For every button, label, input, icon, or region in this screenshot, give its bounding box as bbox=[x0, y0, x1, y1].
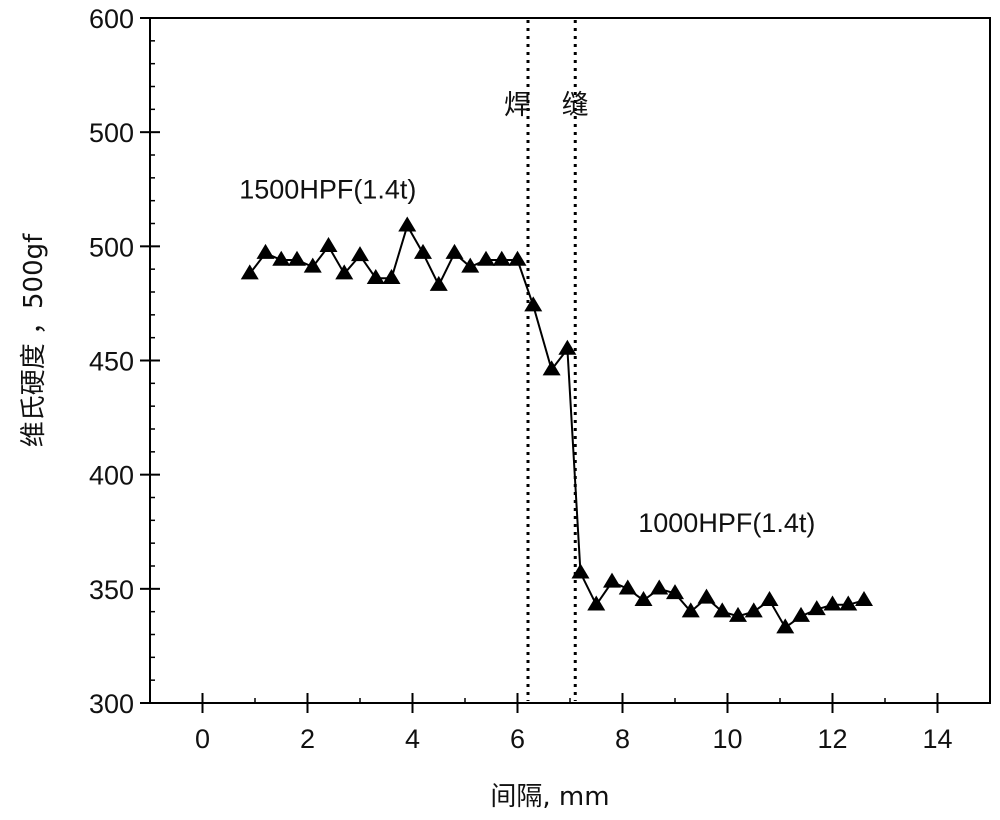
y-tick-label: 300 bbox=[89, 689, 134, 719]
x-tick-label: 2 bbox=[300, 724, 315, 754]
data-point-triangle bbox=[587, 596, 605, 611]
data-point-triangle bbox=[776, 618, 794, 633]
data-point-triangle bbox=[824, 596, 842, 611]
x-tick-label: 10 bbox=[712, 724, 742, 754]
data-point-triangle bbox=[477, 251, 495, 266]
y-axis-title: 维氏硬度 ，500gf bbox=[19, 233, 49, 447]
data-point-triangle bbox=[430, 276, 448, 291]
data-point-triangle bbox=[351, 246, 369, 261]
data-point-triangle bbox=[713, 602, 731, 617]
data-point-triangle bbox=[257, 244, 275, 259]
x-tick-label: 8 bbox=[615, 724, 630, 754]
y-tick-label: 500 bbox=[89, 232, 134, 262]
material-label: 1000HPF(1.4t) bbox=[638, 508, 815, 538]
data-point-triangle bbox=[524, 296, 542, 311]
data-point-triangle bbox=[698, 589, 716, 604]
data-point-triangle bbox=[414, 244, 432, 259]
y-tick-label: 600 bbox=[89, 4, 134, 34]
weld-label: 焊 bbox=[504, 90, 531, 121]
data-point-triangle bbox=[558, 340, 576, 355]
data-point-triangle bbox=[398, 216, 416, 231]
x-tick-label: 14 bbox=[922, 724, 952, 754]
y-tick-label: 450 bbox=[89, 347, 134, 377]
data-point-triangle bbox=[650, 580, 668, 595]
x-axis-title: 间隔, mm bbox=[490, 782, 609, 812]
data-point-triangle bbox=[320, 237, 338, 252]
data-point-triangle bbox=[745, 602, 763, 617]
weld-label: 缝 bbox=[562, 90, 589, 121]
data-point-triangle bbox=[288, 251, 306, 266]
series-line bbox=[250, 226, 864, 628]
x-tick-label: 12 bbox=[817, 724, 847, 754]
data-point-triangle bbox=[367, 269, 385, 284]
data-point-triangle bbox=[509, 251, 527, 266]
y-tick-label: 350 bbox=[89, 575, 134, 605]
data-point-triangle bbox=[383, 269, 401, 284]
data-point-triangle bbox=[493, 251, 511, 266]
data-point-triangle bbox=[603, 573, 621, 588]
x-tick-label: 6 bbox=[510, 724, 525, 754]
y-tick-label: 500 bbox=[89, 118, 134, 148]
y-tick-label: 400 bbox=[89, 461, 134, 491]
material-label: 1500HPF(1.4t) bbox=[239, 174, 416, 204]
x-tick-label: 4 bbox=[405, 724, 420, 754]
data-point-triangle bbox=[855, 591, 873, 606]
x-tick-label: 0 bbox=[195, 724, 210, 754]
data-point-triangle bbox=[446, 244, 464, 259]
data-point-triangle bbox=[635, 591, 653, 606]
data-point-triangle bbox=[761, 591, 779, 606]
